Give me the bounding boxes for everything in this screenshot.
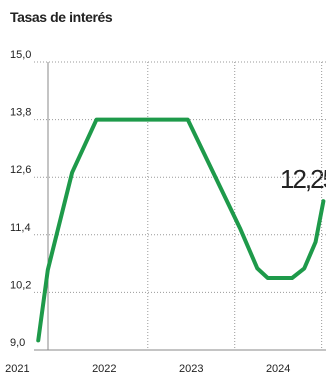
x-tick-label: 2024 [266, 363, 290, 375]
line-series [36, 117, 326, 343]
x-tick-label: 2023 [179, 363, 203, 375]
y-tick-label: 9,0 [10, 337, 25, 349]
y-tick-label: 13,8 [10, 107, 31, 119]
y-tick-label: 12,6 [10, 164, 31, 176]
x-tick-label: 2021 [5, 363, 29, 375]
x-tick-label: 2022 [92, 363, 116, 375]
y-tick-label: 10,2 [10, 279, 31, 291]
annotation: 12,25 [280, 164, 326, 194]
y-tick-label: 11,4 [10, 222, 31, 234]
chart-title: Tasas de interés [10, 9, 113, 25]
y-tick-label: 15,0 [10, 49, 31, 61]
